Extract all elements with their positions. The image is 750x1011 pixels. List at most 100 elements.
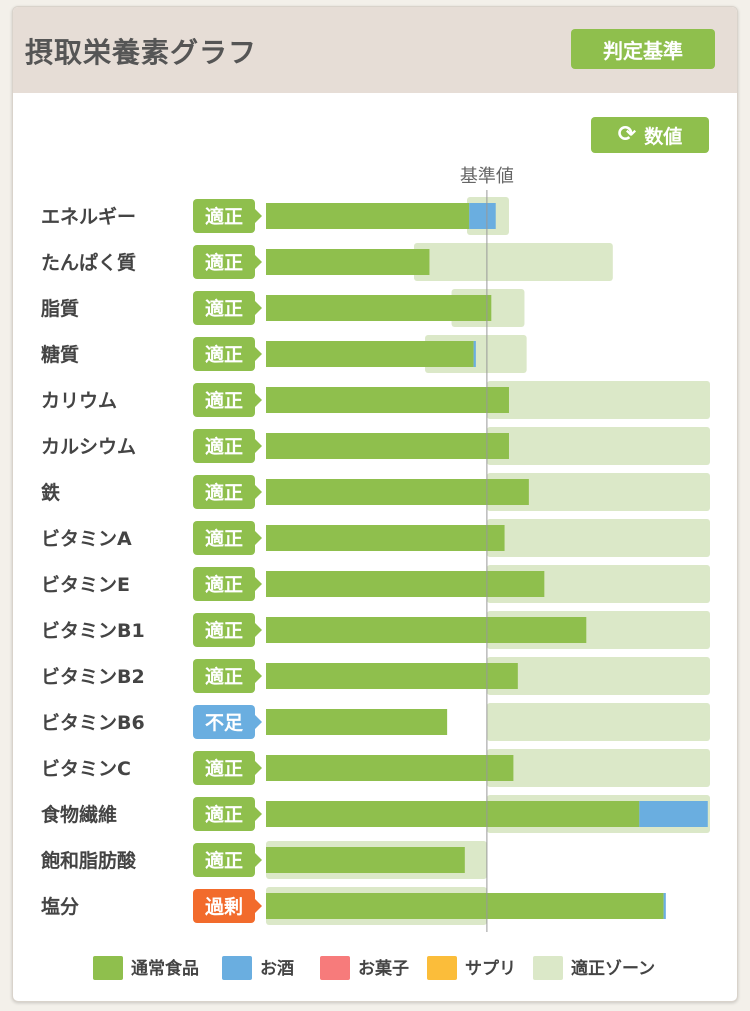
bar-通常食品	[266, 663, 518, 689]
values-button-label: 数値	[644, 125, 683, 148]
status-badge-pointer	[255, 439, 262, 453]
status-badge-pointer	[255, 899, 262, 913]
category-label: ビタミンB2	[41, 666, 145, 688]
status-badge-label: 適正	[205, 343, 243, 366]
status-badge	[193, 199, 255, 233]
bar-通常食品	[266, 755, 514, 781]
legend-swatch	[427, 956, 457, 980]
status-badge	[193, 475, 255, 509]
bar-通常食品	[266, 479, 529, 505]
criteria-button[interactable]: 判定基準	[571, 29, 715, 69]
bar-通常食品	[266, 801, 640, 827]
optimal-zone-bar	[486, 749, 710, 787]
refresh-icon: ⟳	[617, 122, 637, 147]
status-badge	[193, 843, 255, 877]
bar-通常食品	[266, 433, 509, 459]
status-badge-pointer	[255, 577, 262, 591]
legend-label: 適正ゾーン	[571, 958, 655, 979]
optimal-zone-bar	[486, 427, 710, 465]
bar-お酒	[469, 203, 496, 229]
status-badge	[193, 659, 255, 693]
status-badge-label: 適正	[205, 481, 243, 504]
status-badge-label: 適正	[205, 757, 243, 780]
bar-お酒	[473, 341, 476, 367]
category-label: ビタミンE	[41, 574, 130, 596]
category-label: 塩分	[41, 895, 79, 918]
category-label: ビタミンB6	[41, 712, 145, 734]
bar-お酒	[663, 893, 666, 919]
legend-label: 通常食品	[131, 958, 199, 979]
status-badge	[193, 613, 255, 647]
status-badge-pointer	[255, 347, 262, 361]
legend-swatch	[93, 956, 123, 980]
status-badge-pointer	[255, 393, 262, 407]
optimal-zone-bar	[486, 703, 710, 741]
status-badge-label: 適正	[205, 665, 243, 688]
optimal-zone-bar	[486, 519, 710, 557]
bar-通常食品	[266, 525, 505, 551]
category-label: 食物繊維	[41, 803, 117, 826]
status-badge	[193, 751, 255, 785]
card-header: 摂取栄養素グラフ 判定基準	[13, 7, 737, 93]
category-label: エネルギー	[41, 206, 136, 228]
status-badge-pointer	[255, 531, 262, 545]
status-badge-pointer	[255, 807, 262, 821]
values-toggle-button[interactable]: ⟳ 数値	[591, 117, 709, 153]
bar-通常食品	[266, 847, 465, 873]
page-title: 摂取栄養素グラフ	[25, 36, 258, 69]
status-badge-label: 適正	[205, 527, 243, 550]
bar-通常食品	[266, 617, 587, 643]
category-label: ビタミンC	[41, 758, 131, 780]
status-badge-pointer	[255, 669, 262, 683]
status-badge-label: 適正	[205, 619, 243, 642]
bar-通常食品	[266, 571, 545, 597]
category-label: ビタミンB1	[41, 620, 145, 642]
bar-通常食品	[266, 249, 430, 275]
status-badge-pointer	[255, 255, 262, 269]
status-badge	[193, 245, 255, 279]
status-badge-pointer	[255, 853, 262, 867]
bar-通常食品	[266, 387, 509, 413]
bar-通常食品	[266, 893, 664, 919]
status-badge	[193, 521, 255, 555]
status-badge	[193, 567, 255, 601]
status-badge-label: 適正	[205, 205, 243, 228]
status-badge-pointer	[255, 761, 262, 775]
status-badge-label: 適正	[205, 251, 243, 274]
bar-通常食品	[266, 341, 474, 367]
category-label: 糖質	[41, 343, 79, 366]
status-badge	[193, 889, 255, 923]
optimal-zone-bar	[414, 243, 613, 281]
optimal-zone-bar	[486, 381, 710, 419]
status-badge-label: 不足	[205, 712, 244, 734]
status-badge-label: 適正	[205, 297, 243, 320]
status-badge-pointer	[255, 209, 262, 223]
bar-通常食品	[266, 709, 448, 735]
legend-swatch	[533, 956, 563, 980]
legend-label: サプリ	[465, 958, 516, 979]
status-badge	[193, 705, 255, 739]
legend-label: お酒	[260, 958, 294, 979]
bar-通常食品	[266, 295, 492, 321]
legend-swatch	[222, 956, 252, 980]
status-badge-label: 適正	[205, 849, 243, 872]
status-badge	[193, 291, 255, 325]
baseline-label: 基準値	[460, 166, 514, 187]
status-badge-label: 適正	[205, 573, 243, 596]
status-badge	[193, 383, 255, 417]
category-label: カルシウム	[41, 436, 136, 458]
status-badge	[193, 429, 255, 463]
optimal-zone-bar	[486, 473, 710, 511]
optimal-zone-bar	[486, 657, 710, 695]
status-badge-pointer	[255, 301, 262, 315]
category-label: 鉄	[41, 481, 60, 504]
bar-お酒	[639, 801, 708, 827]
status-badge-label: 適正	[205, 389, 243, 412]
category-label: 脂質	[41, 297, 79, 320]
status-badge-label: 適正	[205, 803, 243, 826]
status-badge-pointer	[255, 715, 262, 729]
legend-swatch	[320, 956, 350, 980]
legend-label: お菓子	[358, 959, 409, 979]
status-badge-label: 過剰	[205, 895, 243, 918]
